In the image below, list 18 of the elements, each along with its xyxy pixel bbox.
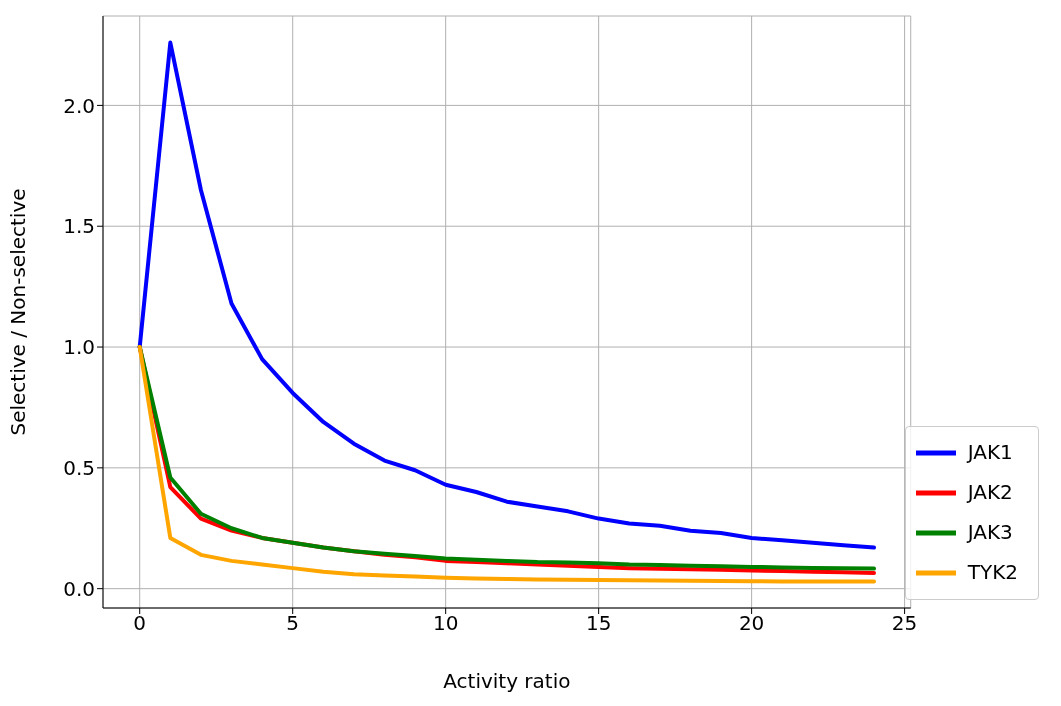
line-series — [137, 40, 876, 550]
x-tick-label: 0 — [133, 611, 147, 636]
y-tick-label: 0.0 — [63, 576, 95, 601]
x-tick-label: 20 — [738, 611, 765, 636]
x-tick-label: 10 — [432, 611, 459, 636]
y-tick-label: 0.5 — [63, 455, 95, 480]
legend-label: TYK2 — [967, 559, 1018, 584]
y-tick-label: 2.0 — [63, 93, 95, 118]
legend-label: JAK2 — [967, 479, 1013, 504]
x-axis-title: Activity ratio — [443, 669, 571, 693]
legend-label: JAK3 — [967, 519, 1013, 544]
y-axis-title: Selective / Non-selective — [6, 188, 31, 436]
legend-label: JAK1 — [967, 439, 1013, 464]
x-tick-label: 25 — [891, 611, 918, 636]
x-tick-label: 5 — [286, 611, 300, 636]
x-tick-label: 15 — [585, 611, 612, 636]
y-tick-label: 1.0 — [63, 335, 95, 360]
y-tick-label: 1.5 — [63, 214, 95, 239]
